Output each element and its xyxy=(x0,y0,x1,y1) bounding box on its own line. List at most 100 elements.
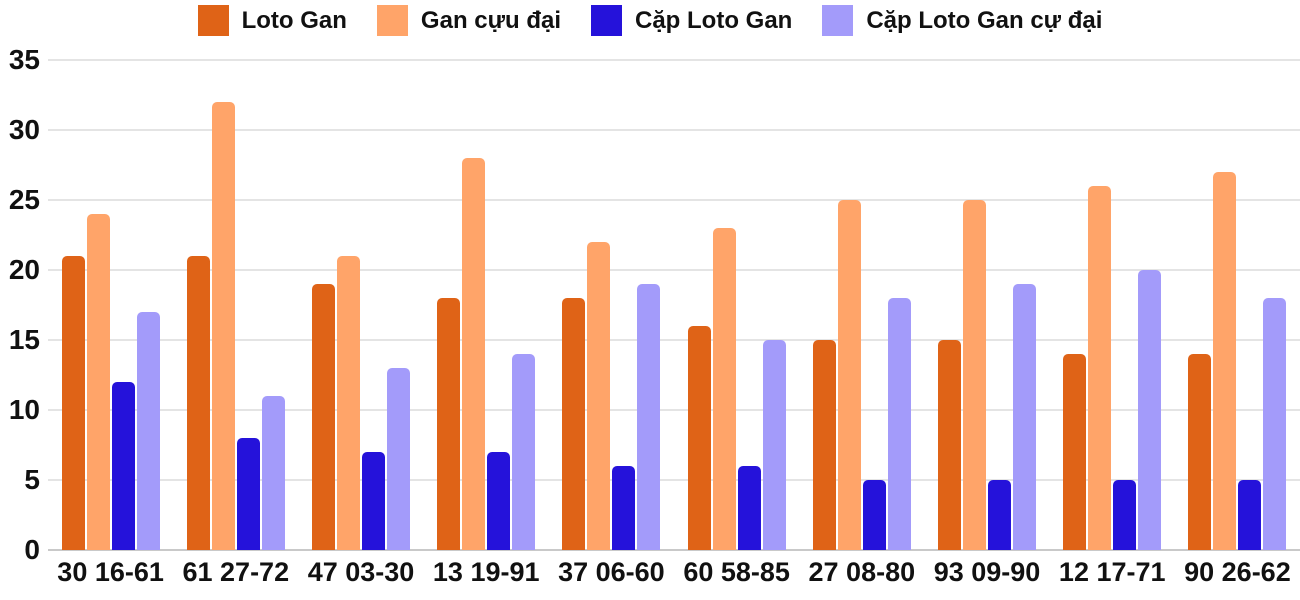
bar[interactable] xyxy=(612,466,636,550)
x-tick-label: 12 17-71 xyxy=(1058,557,1166,587)
bar[interactable] xyxy=(462,158,486,550)
bar[interactable] xyxy=(186,256,210,550)
legend-label: Cặp Loto Gan cự đại xyxy=(866,6,1103,34)
x-tick-label: 90 26-62 xyxy=(1184,557,1291,587)
bar-cluster xyxy=(48,60,173,550)
x-tick-label: 60 58-85 xyxy=(683,557,790,587)
bar[interactable] xyxy=(1188,354,1212,550)
y-tick-label: 20 xyxy=(8,254,40,285)
legend-color-swatch xyxy=(591,5,622,36)
legend-item[interactable]: Loto Gan xyxy=(197,5,347,36)
bar[interactable] xyxy=(1113,480,1137,550)
gridline xyxy=(48,339,1300,341)
gridline xyxy=(48,409,1300,411)
category-group: 60 58-85 xyxy=(674,60,799,586)
bar-cluster xyxy=(173,60,298,550)
bar[interactable] xyxy=(1063,354,1087,550)
legend-item[interactable]: Cặp Loto Gan xyxy=(591,5,792,36)
bar-cluster xyxy=(799,60,924,550)
x-tick-label: 47 03-30 xyxy=(307,557,415,587)
x-tick-label: 93 09-90 xyxy=(933,557,1041,587)
bar[interactable] xyxy=(938,340,962,550)
bar[interactable] xyxy=(437,298,461,550)
x-axis-baseline xyxy=(48,549,1300,551)
bar-cluster xyxy=(924,60,1049,550)
y-tick-label: 5 xyxy=(24,464,40,495)
legend-item[interactable]: Cặp Loto Gan cự đại xyxy=(822,5,1102,36)
bar[interactable] xyxy=(512,354,536,550)
bar[interactable] xyxy=(211,102,235,550)
bar[interactable] xyxy=(1213,172,1237,550)
bar[interactable] xyxy=(61,256,85,550)
bar[interactable] xyxy=(963,200,987,550)
bar[interactable] xyxy=(1013,284,1037,550)
legend-label: Gan cựu đại xyxy=(420,6,561,34)
bar[interactable] xyxy=(362,452,385,550)
bar-cluster xyxy=(1175,60,1300,550)
plot-area: 30 16-61 61 27-72 47 03-30 13 19-91 37 06-60… xyxy=(48,59,1300,586)
bar[interactable] xyxy=(712,228,736,550)
bar[interactable] xyxy=(812,340,836,550)
y-tick-label: 30 xyxy=(8,114,40,145)
bar-groups: 30 16-61 61 27-72 47 03-30 13 19-91 37 06-60… xyxy=(48,60,1300,586)
category-group: 47 03-30 xyxy=(298,60,423,586)
legend-label: Loto Gan xyxy=(241,6,347,34)
bar[interactable] xyxy=(387,368,410,550)
category-group: 12 17-71 xyxy=(1050,60,1175,586)
x-tick-label: 30 16-61 xyxy=(57,557,164,587)
bar-cluster xyxy=(674,60,799,550)
y-tick-label: 0 xyxy=(24,534,40,565)
bar[interactable] xyxy=(562,298,586,550)
bar[interactable] xyxy=(236,438,260,550)
bar[interactable] xyxy=(988,480,1012,550)
gridline xyxy=(48,199,1300,201)
bar[interactable] xyxy=(637,284,661,550)
bar[interactable] xyxy=(312,284,335,550)
legend-color-swatch xyxy=(197,5,229,36)
x-tick-label: 27 08-80 xyxy=(808,557,916,587)
y-axis: 0 5 10 15 20 25 30 35 xyxy=(0,46,40,564)
y-tick-label: 35 xyxy=(8,44,40,75)
bar-cluster xyxy=(549,60,674,550)
bar[interactable] xyxy=(587,242,611,550)
bar[interactable] xyxy=(1138,270,1162,550)
chart-legend: Loto Gan Gan cựu đại Cặp Loto Gan Cặp Loto … xyxy=(0,5,1300,36)
bar[interactable] xyxy=(1238,480,1262,550)
bar-cluster xyxy=(1050,60,1175,550)
bar[interactable] xyxy=(86,214,110,550)
bar[interactable] xyxy=(862,480,886,550)
category-group: 30 16-61 xyxy=(48,60,173,586)
x-tick-label: 61 27-72 xyxy=(182,557,290,587)
legend-item[interactable]: Gan cựu đại xyxy=(376,5,561,36)
legend-color-swatch xyxy=(376,5,408,36)
bar[interactable] xyxy=(687,326,711,550)
y-tick-label: 25 xyxy=(8,184,40,215)
gridline xyxy=(48,129,1300,131)
y-tick-label: 10 xyxy=(8,394,40,425)
bar-cluster xyxy=(424,60,549,550)
bar[interactable] xyxy=(136,312,160,550)
legend-color-swatch xyxy=(822,5,854,36)
bar[interactable] xyxy=(737,466,761,550)
legend-label: Cặp Loto Gan xyxy=(635,6,793,34)
gridline xyxy=(48,59,1300,61)
x-tick-label: 37 06-60 xyxy=(558,557,665,587)
bar[interactable] xyxy=(887,298,911,550)
gridline xyxy=(48,269,1300,271)
bar[interactable] xyxy=(1263,298,1287,550)
bar[interactable] xyxy=(762,340,786,550)
gridline xyxy=(48,479,1300,481)
bar-cluster xyxy=(298,60,423,550)
category-group: 61 27-72 xyxy=(173,60,298,586)
bar[interactable] xyxy=(111,382,135,550)
y-tick-label: 15 xyxy=(8,324,40,355)
bar[interactable] xyxy=(1088,186,1112,550)
bar[interactable] xyxy=(337,256,360,550)
bar[interactable] xyxy=(487,452,511,550)
category-group: 90 26-62 xyxy=(1175,60,1300,586)
category-group: 27 08-80 xyxy=(799,60,924,586)
category-group: 93 09-90 xyxy=(924,60,1049,586)
bar[interactable] xyxy=(261,396,285,550)
bar[interactable] xyxy=(837,200,861,550)
